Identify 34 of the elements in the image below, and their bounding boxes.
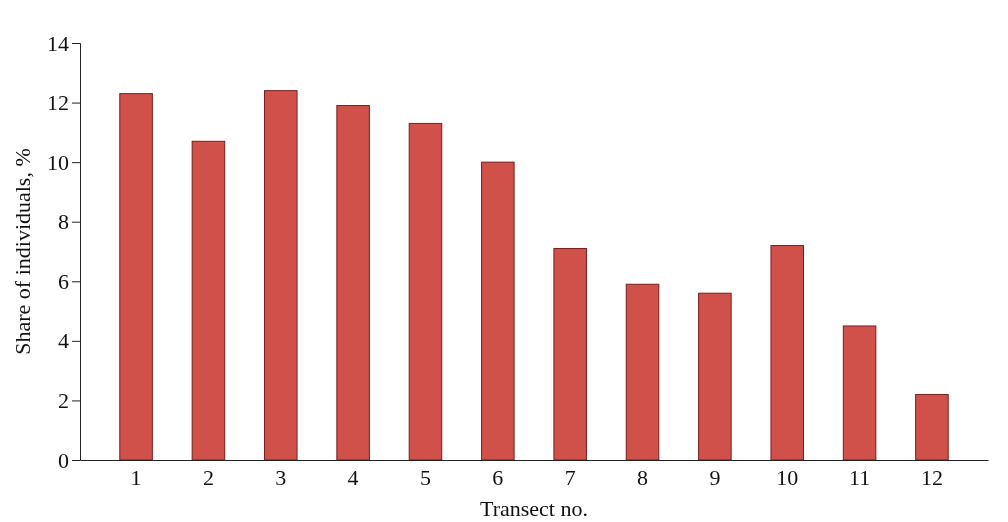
x-tick-label: 8 (637, 465, 649, 490)
y-tick-label: 14 (47, 30, 69, 56)
y-tick-label: 0 (58, 447, 69, 473)
x-tick-label: 10 (776, 465, 799, 490)
x-tick-label: 5 (419, 465, 431, 490)
bar (915, 393, 949, 461)
bar (698, 292, 732, 461)
y-tick-label: 6 (58, 268, 69, 294)
bar (481, 161, 515, 461)
y-tick-label: 8 (58, 209, 69, 235)
bar (336, 105, 370, 461)
y-tick-label: 4 (58, 328, 69, 354)
x-tick-label: 6 (492, 465, 504, 490)
y-tick-label: 2 (58, 387, 69, 413)
bar (119, 93, 153, 461)
x-tick-label: 1 (130, 465, 142, 490)
x-tick-label: 7 (564, 465, 576, 490)
bar (625, 283, 660, 461)
bar (842, 325, 877, 461)
x-tick-label: 2 (202, 465, 214, 490)
x-axis-title: Transect no. (480, 496, 588, 521)
y-axis-title: Share of individuals, % (10, 148, 35, 355)
y-tick-label: 10 (47, 149, 69, 175)
bar (553, 248, 587, 461)
x-tick-label: 9 (709, 465, 721, 490)
bar (191, 140, 226, 461)
y-tick-label: 12 (47, 90, 69, 116)
bar (770, 245, 805, 461)
x-tick-label: 12 (920, 465, 943, 490)
bar (263, 90, 298, 461)
x-tick-label: 4 (347, 465, 359, 490)
x-tick-label: 3 (275, 465, 287, 490)
x-tick-label: 11 (848, 465, 871, 490)
bar (408, 122, 443, 461)
